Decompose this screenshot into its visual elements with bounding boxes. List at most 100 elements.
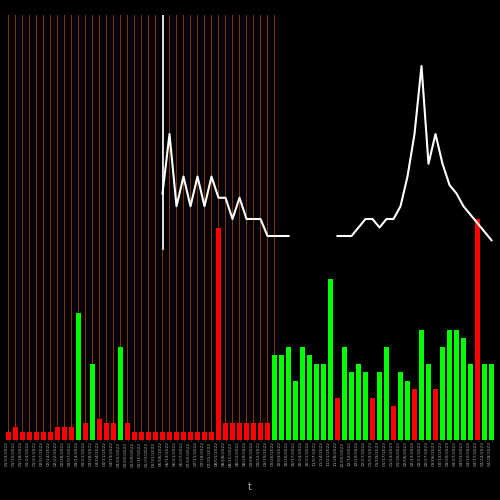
Bar bbox=[232, 15, 233, 440]
Bar bbox=[41, 432, 46, 440]
Bar bbox=[104, 423, 109, 440]
Bar bbox=[482, 364, 487, 440]
Bar bbox=[440, 346, 445, 440]
Bar bbox=[209, 432, 214, 440]
Bar bbox=[139, 432, 144, 440]
Bar bbox=[148, 15, 149, 440]
Bar bbox=[468, 364, 473, 440]
Bar bbox=[433, 389, 438, 440]
Bar bbox=[237, 423, 242, 440]
Bar bbox=[216, 228, 221, 440]
Bar bbox=[99, 15, 100, 440]
Bar bbox=[447, 330, 452, 440]
Bar bbox=[181, 432, 186, 440]
Text: t: t bbox=[248, 482, 252, 492]
Bar bbox=[27, 432, 32, 440]
Bar bbox=[169, 15, 170, 440]
Bar bbox=[300, 346, 305, 440]
Bar bbox=[64, 15, 65, 440]
Bar bbox=[230, 423, 235, 440]
Bar bbox=[62, 427, 67, 440]
Bar bbox=[349, 372, 354, 440]
Bar bbox=[321, 364, 326, 440]
Bar bbox=[92, 15, 93, 440]
Bar bbox=[160, 432, 165, 440]
Bar bbox=[29, 15, 30, 440]
Bar bbox=[202, 432, 207, 440]
Bar bbox=[167, 432, 172, 440]
Bar bbox=[293, 380, 298, 440]
Bar bbox=[188, 432, 193, 440]
Bar bbox=[267, 15, 268, 440]
Bar bbox=[120, 15, 121, 440]
Bar bbox=[141, 15, 142, 440]
Bar bbox=[391, 406, 396, 440]
Bar bbox=[153, 432, 158, 440]
Bar bbox=[176, 15, 177, 440]
Bar bbox=[174, 432, 179, 440]
Bar bbox=[265, 423, 270, 440]
Bar bbox=[384, 346, 389, 440]
Bar bbox=[258, 423, 263, 440]
Bar bbox=[274, 15, 275, 440]
Bar bbox=[20, 432, 25, 440]
Bar bbox=[43, 15, 44, 440]
Bar bbox=[253, 15, 254, 440]
Bar bbox=[244, 423, 249, 440]
Bar bbox=[190, 15, 191, 440]
Bar bbox=[22, 15, 23, 440]
Bar bbox=[356, 364, 361, 440]
Bar bbox=[286, 346, 291, 440]
Bar bbox=[314, 364, 319, 440]
Bar bbox=[111, 423, 116, 440]
Bar bbox=[342, 346, 347, 440]
Bar bbox=[370, 398, 375, 440]
Bar bbox=[204, 15, 205, 440]
Bar bbox=[335, 398, 340, 440]
Bar bbox=[146, 432, 151, 440]
Bar bbox=[195, 432, 200, 440]
Bar bbox=[183, 15, 184, 440]
Bar bbox=[76, 312, 81, 440]
Bar bbox=[223, 423, 228, 440]
Bar bbox=[272, 355, 277, 440]
Bar bbox=[97, 419, 102, 440]
Bar bbox=[412, 389, 417, 440]
Bar bbox=[251, 423, 256, 440]
Bar bbox=[113, 15, 114, 440]
Bar bbox=[211, 15, 212, 440]
Bar bbox=[197, 15, 198, 440]
Bar bbox=[132, 432, 137, 440]
Bar bbox=[454, 330, 459, 440]
Bar bbox=[134, 15, 135, 440]
Bar bbox=[279, 355, 284, 440]
Bar bbox=[36, 15, 37, 440]
Bar bbox=[405, 380, 410, 440]
Bar bbox=[15, 15, 16, 440]
Bar bbox=[127, 15, 128, 440]
Bar bbox=[475, 219, 480, 440]
Bar bbox=[8, 15, 9, 440]
Bar bbox=[57, 15, 58, 440]
Bar bbox=[118, 346, 123, 440]
Bar bbox=[225, 15, 226, 440]
Bar bbox=[426, 364, 431, 440]
Bar bbox=[55, 427, 60, 440]
Bar bbox=[239, 15, 240, 440]
Bar bbox=[218, 15, 219, 440]
Bar bbox=[155, 15, 156, 440]
Bar bbox=[328, 278, 333, 440]
Bar bbox=[125, 423, 130, 440]
Bar bbox=[78, 15, 79, 440]
Bar bbox=[260, 15, 261, 440]
Bar bbox=[106, 15, 107, 440]
Bar bbox=[307, 355, 312, 440]
Bar bbox=[489, 364, 494, 440]
Bar bbox=[461, 338, 466, 440]
Bar bbox=[363, 372, 368, 440]
Bar bbox=[83, 423, 88, 440]
Bar bbox=[246, 15, 247, 440]
Bar bbox=[398, 372, 403, 440]
Bar bbox=[48, 432, 53, 440]
Bar bbox=[50, 15, 51, 440]
